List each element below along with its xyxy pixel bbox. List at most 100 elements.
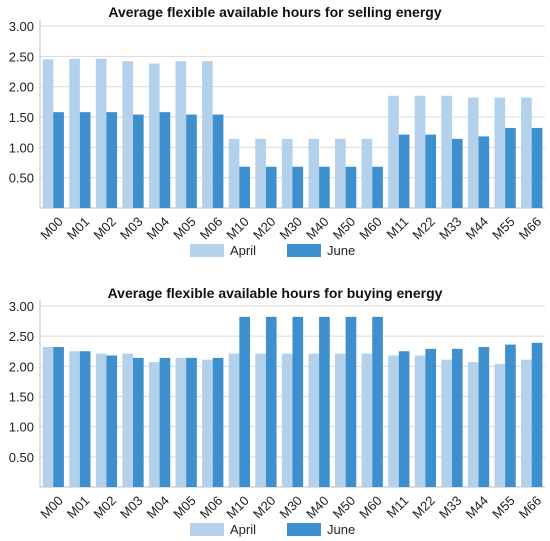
bar-june-m06 (212, 114, 224, 208)
x-tick-label: M02 (91, 493, 119, 521)
x-tick-label: M22 (409, 214, 437, 242)
bar-june-m30 (292, 316, 304, 487)
bar-june-m02 (106, 355, 118, 487)
bar-april-m04 (148, 63, 160, 208)
x-tick-label: M66 (516, 493, 544, 521)
bar-april-m40 (308, 353, 320, 487)
bar-april-m33 (441, 95, 452, 208)
y-tick-label: 1.50 (9, 390, 34, 405)
x-tick-label: M60 (356, 493, 384, 521)
bar-april-m60 (361, 353, 373, 487)
y-tick-label: 1.00 (9, 140, 34, 155)
bar-april-m66 (521, 97, 532, 208)
bar-april-m30 (281, 138, 293, 208)
x-tick-label: M20 (250, 214, 278, 242)
bar-june-m20 (265, 166, 277, 208)
y-tick-label: 2.00 (9, 80, 34, 95)
bar-june-m05 (186, 114, 197, 208)
x-tick-label: M05 (170, 214, 198, 242)
bar-june-m66 (531, 342, 543, 487)
bar-april-m11 (388, 95, 399, 208)
bar-april-m30 (281, 353, 293, 487)
chart-title: Average flexible available hours for sel… (108, 4, 441, 20)
bar-june-m20 (265, 316, 277, 487)
bar-june-m10 (239, 316, 250, 487)
bar-june-m04 (159, 112, 171, 208)
x-tick-label: M00 (37, 214, 65, 242)
bar-april-m60 (361, 138, 373, 208)
legend-swatch-april (190, 244, 224, 257)
y-tick-label: 0.50 (9, 171, 34, 186)
bar-april-m22 (414, 95, 426, 208)
bar-june-m60 (372, 166, 383, 208)
bar-april-m10 (228, 353, 240, 487)
bar-april-m40 (308, 138, 320, 208)
x-tick-label: M03 (117, 214, 145, 242)
x-tick-label: M40 (303, 214, 331, 242)
bar-april-m11 (388, 355, 399, 487)
x-tick-label: M44 (463, 214, 491, 242)
legend-swatch-april (190, 523, 224, 536)
bar-april-m00 (42, 59, 54, 209)
legend-label-june: June (327, 243, 355, 258)
bar-april-m06 (202, 359, 213, 487)
x-tick-label: M01 (64, 493, 92, 521)
x-tick-label: M33 (436, 214, 464, 242)
bar-april-m05 (175, 61, 187, 208)
x-tick-label: M40 (303, 493, 331, 521)
bar-june-m11 (398, 134, 410, 208)
bar-june-m22 (425, 134, 437, 208)
bar-june-m00 (53, 347, 64, 487)
x-tick-label: M01 (64, 214, 92, 242)
bar-june-m66 (531, 127, 543, 208)
bar-april-m00 (42, 347, 54, 487)
bar-april-m44 (467, 97, 479, 208)
bar-april-m06 (202, 61, 213, 208)
bar-april-m03 (122, 61, 134, 208)
x-tick-label: M11 (384, 214, 412, 242)
buying-energy-chart: Average flexible available hours for buy… (9, 285, 545, 537)
bar-april-m03 (122, 353, 134, 487)
bar-april-m55 (494, 97, 506, 208)
bar-april-m20 (255, 138, 266, 208)
y-tick-label: 2.50 (9, 329, 34, 344)
bar-june-m00 (53, 112, 64, 208)
bar-june-m55 (505, 127, 516, 208)
bar-june-m02 (106, 112, 118, 208)
y-tick-label: 0.50 (9, 450, 34, 465)
bar-april-m22 (414, 355, 426, 487)
x-tick-label: M50 (330, 493, 358, 521)
y-tick-label: 2.50 (9, 49, 34, 64)
bar-april-m01 (69, 351, 80, 487)
bar-april-m01 (69, 58, 80, 209)
bar-april-m55 (494, 363, 506, 487)
x-tick-label: M22 (409, 493, 437, 521)
bar-june-m40 (319, 166, 330, 208)
bar-june-m22 (425, 348, 437, 487)
chart-title: Average flexible available hours for buy… (108, 285, 443, 301)
bar-june-m01 (79, 112, 91, 208)
y-tick-label: 1.50 (9, 110, 34, 125)
bar-june-m01 (79, 351, 91, 487)
y-tick-label: 3.00 (9, 299, 34, 314)
bar-june-m03 (133, 114, 144, 208)
y-tick-label: 3.00 (9, 19, 34, 34)
bar-april-m50 (335, 353, 346, 487)
x-tick-label: M20 (250, 493, 278, 521)
bar-june-m04 (159, 357, 171, 487)
selling-energy-chart: Average flexible available hours for sel… (9, 4, 545, 258)
x-tick-label: M10 (223, 493, 251, 521)
bar-april-m44 (467, 362, 479, 487)
x-tick-label: M33 (436, 493, 464, 521)
bar-june-m33 (451, 138, 463, 208)
x-tick-label: M10 (223, 214, 251, 242)
x-tick-label: M55 (489, 493, 517, 521)
x-tick-label: M02 (91, 214, 119, 242)
legend-label-april: April (230, 243, 256, 258)
bar-june-m40 (319, 316, 330, 487)
x-tick-label: M06 (197, 493, 225, 521)
bar-june-m50 (345, 316, 357, 487)
bar-june-m33 (451, 348, 463, 487)
bar-june-m06 (212, 357, 224, 487)
bar-june-m55 (505, 344, 516, 487)
